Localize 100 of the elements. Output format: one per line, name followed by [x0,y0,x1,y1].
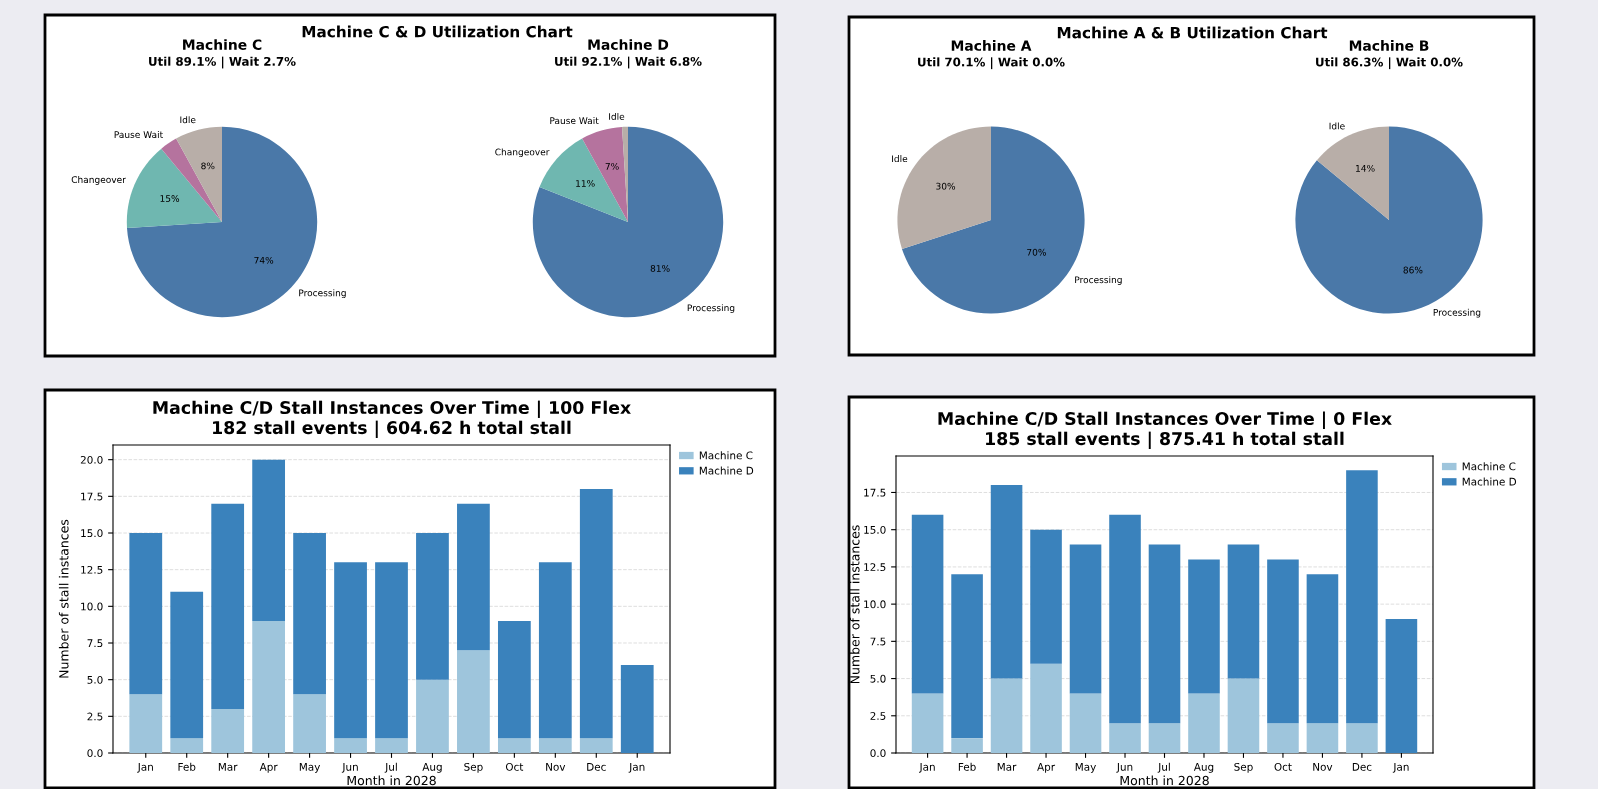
bar [211,709,245,753]
bar [129,533,163,695]
slice-label: Processing [1075,276,1122,285]
chart-subtitle: Util 86.3% | Wait 0.0% [1316,57,1463,70]
bar [170,591,204,739]
y-tick-label: 15.0 [81,529,103,538]
x-tick-label: Jun [1116,763,1133,773]
x-tick-label: Jan [628,763,645,773]
data-label: 14% [1356,164,1375,172]
y-tick-label: 2.5 [87,712,103,721]
slice-label: Pause Wait [114,131,163,139]
data-label: 30% [936,182,956,190]
bar [334,562,367,739]
bar [211,503,245,709]
x-axis-title: Month in 2028 [1120,775,1209,786]
y-axis-title: Number of stall instances [58,519,69,678]
bar [1069,544,1102,694]
bar [252,621,286,753]
x-tick-label: Jan [1392,763,1409,773]
slice-label: Processing [299,289,346,299]
chart-title: Machine C [183,39,262,50]
x-tick-label: Nov [1313,763,1333,771]
x-tick-label: Apr [259,763,278,773]
chart-subtitle: Util 89.1% | Wait 2.7% [149,56,296,69]
bar [416,679,449,753]
y-tick-label: 2.5 [870,712,886,720]
bar [1109,514,1141,724]
y-tick-label: 5.0 [87,675,103,684]
bar [911,693,944,753]
bar [375,738,408,753]
y-tick-label: 20.0 [80,455,103,464]
x-tick-label: Jun [341,763,358,773]
y-tick-label: 17.5 [81,492,103,501]
y-tick-label: 12.5 [81,565,103,574]
x-tick-label: Oct [505,762,524,771]
bar [252,459,286,621]
bar [1306,574,1339,724]
bar [538,562,572,739]
bar [620,665,654,753]
chart-subtitle: Util 92.1% | Wait 6.8% [555,56,702,69]
bar [1069,693,1102,753]
legend-label: Machine D [1462,477,1517,486]
bar [990,678,1023,753]
x-tick-label: Mar [218,763,238,771]
slice-label: Idle [1329,122,1345,130]
legend-label: Machine C [1462,462,1516,471]
bar [334,738,367,753]
chart-title: Machine D [588,39,669,50]
bar [1188,559,1220,694]
slice-label: Processing [1433,308,1481,318]
x-tick-label: Dec [587,763,606,771]
text: Machine A & B Utilization Chart [1057,26,1328,39]
bar [951,574,983,739]
bar [457,650,490,753]
slice-label: Pause Wait [550,117,599,125]
pie-slice [161,138,222,222]
x-tick-label: Feb [178,762,196,771]
x-tick-label: Sep [1234,762,1253,773]
y-tick-label: 12.5 [864,563,886,572]
x-tick-label: Jan [137,763,153,773]
bar [1346,470,1378,724]
x-tick-label: Apr [1037,763,1056,773]
chart-subtitle: 185 stall events | 875.41 h total stall [986,431,1344,449]
bar [579,489,613,739]
y-tick-label: 0.0 [87,749,103,758]
slice-label: Idle [892,155,908,163]
bar [497,621,531,739]
bar [375,562,408,739]
y-tick-label: 7.5 [87,639,103,648]
legend-label: Machine D [699,466,754,475]
x-tick-label: Oct [1274,762,1292,771]
y-tick-label: 10.0 [81,602,103,611]
x-tick-label: Sep [464,762,483,773]
slice-label: Idle [609,112,625,120]
data-label: 81% [650,265,670,272]
data-label: 70% [1027,248,1046,256]
data-label: 86% [1403,266,1423,274]
y-tick-label: 0.0 [870,749,886,758]
slice-label: Idle [180,116,196,124]
bar [1267,559,1299,724]
y-tick-label: 7.5 [870,637,886,646]
bar [416,533,449,680]
x-axis-title: Month in 2028 [347,775,436,786]
bar [990,485,1023,679]
bar [1306,723,1339,753]
bar [1148,723,1181,753]
bar [1227,678,1260,753]
y-tick-label: 17.5 [864,488,886,497]
y-tick-label: 10.0 [864,600,886,609]
data-label: 11% [576,180,595,187]
bar [293,533,326,695]
x-tick-label: Jul [1157,762,1170,773]
x-tick-label: Mar [997,763,1017,771]
slice-label: Changeover [71,176,126,185]
bar [951,738,983,753]
bar [170,738,204,753]
bar [1267,723,1299,753]
text: Machine C & D Utilization Chart [302,25,573,38]
x-tick-label: Nov [546,763,566,771]
bar [579,738,613,753]
